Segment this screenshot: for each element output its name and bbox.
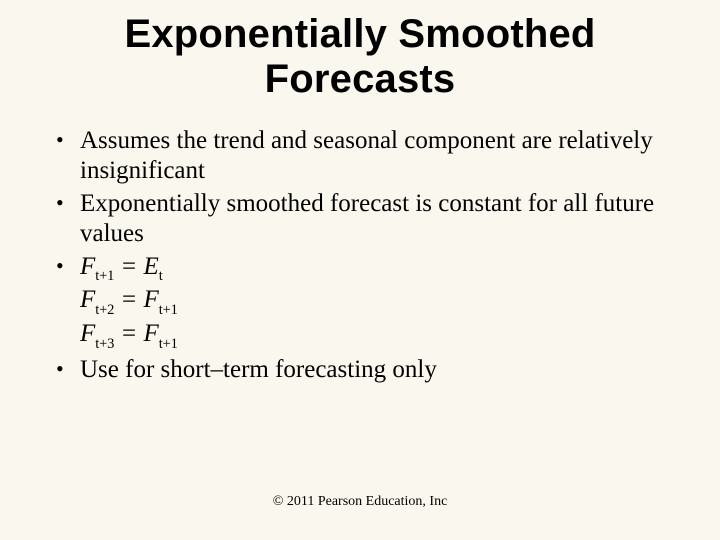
bullet-item: Use for short–term forecasting only: [50, 355, 672, 386]
bullet-item: Assumes the trend and seasonal component…: [50, 126, 672, 187]
var-F: F: [80, 286, 95, 313]
equation-row: Ft+3 = Ft+1: [80, 319, 672, 353]
equals: =: [114, 253, 143, 280]
subscript: t+2: [95, 302, 114, 318]
bullet-item: Exponentially smoothed forecast is const…: [50, 189, 672, 250]
var-F: F: [144, 320, 159, 347]
subscript: t+1: [159, 336, 178, 352]
equals: =: [114, 286, 143, 313]
subscript: t+1: [95, 268, 114, 284]
subscript: t+3: [95, 336, 114, 352]
var-E: E: [144, 253, 159, 280]
equals: =: [114, 320, 143, 347]
var-F: F: [80, 320, 95, 347]
copyright-footer: © 2011 Pearson Education, Inc: [0, 494, 720, 510]
subscript: t+1: [159, 302, 178, 318]
bullet-list: Assumes the trend and seasonal component…: [48, 126, 672, 386]
subscript: t: [159, 268, 163, 284]
slide-title: Exponentially Smoothed Forecasts: [48, 12, 672, 102]
equation-row: Ft+2 = Ft+1: [80, 285, 672, 319]
var-F: F: [144, 286, 159, 313]
bullet-item-equations: Ft+1 = Et Ft+2 = Ft+1 Ft+3 = Ft+1: [50, 252, 672, 353]
slide: Exponentially Smoothed Forecasts Assumes…: [0, 0, 720, 540]
equation-row: Ft+1 = Et: [80, 252, 672, 286]
var-F: F: [80, 253, 95, 280]
